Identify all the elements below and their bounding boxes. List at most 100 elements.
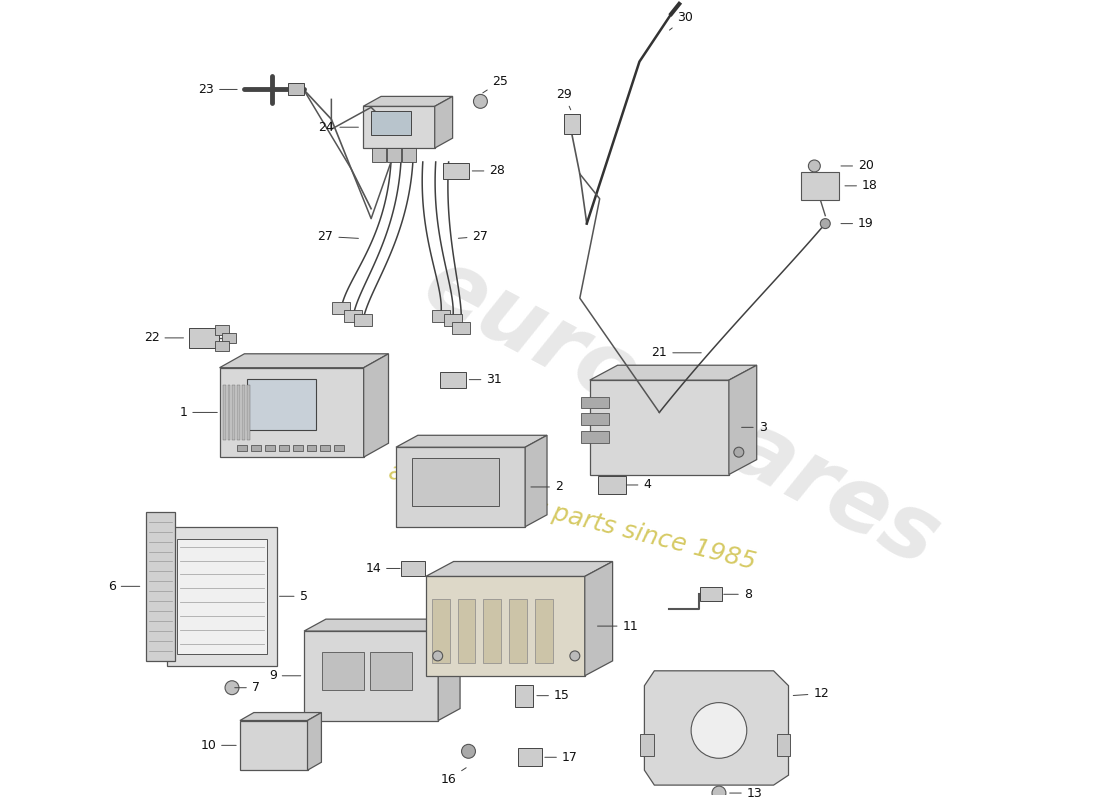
Text: 12: 12 [793, 687, 829, 700]
Polygon shape [581, 414, 608, 426]
Text: eurospares: eurospares [408, 241, 954, 586]
Polygon shape [189, 328, 219, 348]
Polygon shape [216, 325, 229, 335]
Text: 25: 25 [483, 75, 508, 93]
Polygon shape [581, 397, 608, 409]
Polygon shape [240, 713, 321, 721]
Text: 30: 30 [670, 11, 693, 30]
Polygon shape [640, 734, 654, 756]
Polygon shape [645, 671, 789, 785]
Polygon shape [228, 385, 231, 440]
Polygon shape [216, 341, 229, 351]
Text: 27: 27 [459, 230, 488, 243]
Polygon shape [265, 446, 275, 451]
Polygon shape [434, 96, 452, 148]
Polygon shape [251, 446, 261, 451]
Text: 5: 5 [279, 590, 308, 602]
Text: 10: 10 [200, 739, 236, 752]
Polygon shape [515, 685, 534, 706]
Polygon shape [426, 577, 585, 676]
Circle shape [808, 160, 821, 172]
Polygon shape [334, 446, 344, 451]
Polygon shape [729, 366, 757, 474]
Polygon shape [363, 106, 434, 148]
Polygon shape [431, 598, 450, 663]
Polygon shape [535, 598, 553, 663]
Text: 17: 17 [544, 750, 578, 764]
Polygon shape [396, 435, 547, 447]
Text: 3: 3 [741, 421, 767, 434]
Text: 20: 20 [842, 159, 874, 173]
Text: 16: 16 [441, 768, 466, 786]
Polygon shape [802, 172, 839, 200]
Circle shape [462, 744, 475, 758]
Polygon shape [396, 447, 525, 526]
Polygon shape [431, 310, 450, 322]
Polygon shape [240, 721, 308, 770]
Text: 9: 9 [268, 670, 300, 682]
Text: 31: 31 [470, 373, 502, 386]
Polygon shape [400, 561, 425, 577]
Polygon shape [525, 435, 547, 526]
Circle shape [473, 94, 487, 108]
Polygon shape [307, 446, 317, 451]
Polygon shape [370, 652, 411, 690]
Text: 18: 18 [845, 179, 878, 192]
Polygon shape [402, 148, 416, 162]
Polygon shape [387, 148, 400, 162]
Text: 8: 8 [724, 588, 751, 601]
Polygon shape [287, 83, 304, 95]
Circle shape [226, 681, 239, 694]
Polygon shape [438, 619, 460, 721]
Polygon shape [220, 368, 364, 457]
Text: 24: 24 [319, 121, 359, 134]
Polygon shape [440, 372, 465, 387]
Text: 23: 23 [198, 83, 238, 96]
Polygon shape [364, 354, 388, 457]
Polygon shape [304, 631, 438, 721]
Polygon shape [354, 314, 372, 326]
Polygon shape [177, 538, 267, 654]
Polygon shape [222, 333, 236, 343]
Polygon shape [777, 734, 791, 756]
Polygon shape [372, 148, 386, 162]
Polygon shape [371, 111, 411, 135]
Text: 11: 11 [597, 619, 638, 633]
Polygon shape [222, 385, 226, 440]
Polygon shape [442, 163, 469, 179]
Polygon shape [411, 458, 499, 506]
Text: 22: 22 [144, 331, 184, 344]
Text: 27: 27 [318, 230, 359, 243]
Text: 29: 29 [556, 88, 572, 110]
Polygon shape [443, 314, 462, 326]
Polygon shape [293, 446, 303, 451]
Polygon shape [278, 446, 288, 451]
Polygon shape [248, 385, 251, 440]
Polygon shape [242, 385, 245, 440]
Text: 21: 21 [651, 346, 702, 359]
Polygon shape [145, 512, 175, 661]
Polygon shape [167, 526, 277, 666]
Text: 1: 1 [179, 406, 218, 419]
Circle shape [432, 651, 442, 661]
Circle shape [570, 651, 580, 661]
Polygon shape [344, 310, 362, 322]
Circle shape [734, 447, 744, 457]
Text: 14: 14 [365, 562, 400, 575]
Text: 13: 13 [729, 786, 762, 799]
Circle shape [691, 702, 747, 758]
Polygon shape [363, 96, 452, 106]
Polygon shape [581, 431, 608, 443]
Circle shape [712, 786, 726, 800]
Text: 6: 6 [108, 580, 140, 593]
Text: 15: 15 [537, 689, 570, 702]
Polygon shape [458, 598, 475, 663]
Polygon shape [597, 476, 626, 494]
Polygon shape [483, 598, 502, 663]
Text: 19: 19 [842, 217, 873, 230]
Polygon shape [452, 322, 470, 334]
Polygon shape [509, 598, 527, 663]
Polygon shape [220, 354, 388, 368]
Polygon shape [308, 713, 321, 770]
Polygon shape [238, 385, 241, 440]
